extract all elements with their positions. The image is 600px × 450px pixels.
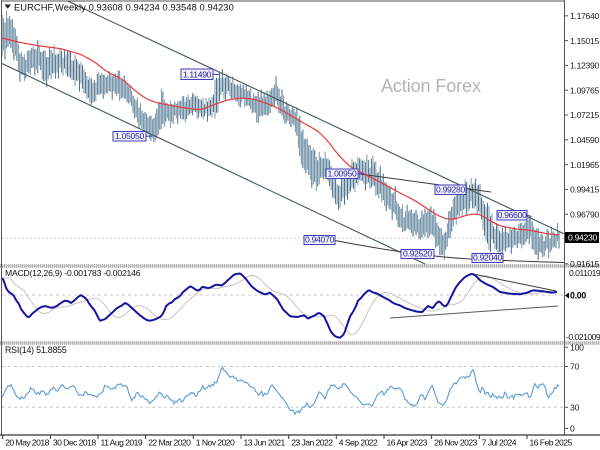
- svg-text:1.05050: 1.05050: [115, 131, 144, 141]
- svg-text:11 Aug 2019: 11 Aug 2019: [101, 438, 143, 448]
- svg-text:EURCHF,Weekly 0.93608 0.94234: EURCHF,Weekly 0.93608 0.94234 0.93548 0.…: [14, 3, 234, 13]
- svg-text:23 Jan 2022: 23 Jan 2022: [291, 438, 333, 448]
- svg-text:1 Nov 2020: 1 Nov 2020: [196, 438, 235, 448]
- svg-text:1.01965: 1.01965: [570, 160, 599, 170]
- svg-text:1.04590: 1.04590: [570, 135, 599, 145]
- svg-text:0.94070: 0.94070: [305, 235, 334, 245]
- svg-text:16 Apr 2023: 16 Apr 2023: [387, 438, 428, 448]
- svg-text:30 Dec 2018: 30 Dec 2018: [53, 438, 96, 448]
- svg-text:1.12390: 1.12390: [570, 61, 599, 71]
- svg-text:13 Jun 2021: 13 Jun 2021: [244, 438, 286, 448]
- svg-text:0.96600: 0.96600: [498, 210, 527, 220]
- svg-text:0.91615: 0.91615: [570, 259, 599, 269]
- svg-text:1.17640: 1.17640: [570, 11, 599, 21]
- svg-text:1.00950: 1.00950: [328, 169, 357, 179]
- svg-text:RSI(14) 51.8855: RSI(14) 51.8855: [5, 345, 67, 355]
- svg-text:100: 100: [570, 342, 584, 352]
- svg-text:20 May 2018: 20 May 2018: [5, 438, 49, 448]
- svg-text:30: 30: [570, 403, 580, 413]
- svg-text:Action Forex: Action Forex: [381, 76, 481, 96]
- svg-text:0.94230: 0.94230: [568, 233, 597, 243]
- svg-text:0.92520: 0.92520: [403, 249, 432, 259]
- svg-text:1.15015: 1.15015: [570, 36, 599, 46]
- svg-text:7 Jul 2024: 7 Jul 2024: [482, 438, 517, 448]
- svg-text:0.96790: 0.96790: [570, 209, 599, 219]
- svg-text:70: 70: [570, 362, 580, 372]
- svg-text:0.011019: 0.011019: [569, 268, 600, 278]
- svg-text:MACD(12,26,9) -0.001783 -0.002: MACD(12,26,9) -0.001783 -0.002146: [5, 268, 141, 278]
- svg-text:16 Feb 2025: 16 Feb 2025: [530, 438, 573, 448]
- svg-text:1.07215: 1.07215: [570, 110, 599, 120]
- svg-text:1.11490: 1.11490: [183, 70, 212, 80]
- svg-text:0.92040: 0.92040: [473, 253, 502, 263]
- svg-text:0.00: 0.00: [570, 291, 586, 301]
- svg-text:4 Sep 2022: 4 Sep 2022: [339, 438, 378, 448]
- svg-text:-0.021009: -0.021009: [566, 332, 600, 342]
- svg-text:22 Mar 2020: 22 Mar 2020: [148, 438, 191, 448]
- svg-text:0.99415: 0.99415: [570, 185, 599, 195]
- svg-text:0: 0: [570, 424, 575, 434]
- svg-text:26 Nov 2023: 26 Nov 2023: [434, 438, 477, 448]
- svg-text:0.99280: 0.99280: [436, 185, 465, 195]
- svg-text:1.09765: 1.09765: [570, 85, 599, 95]
